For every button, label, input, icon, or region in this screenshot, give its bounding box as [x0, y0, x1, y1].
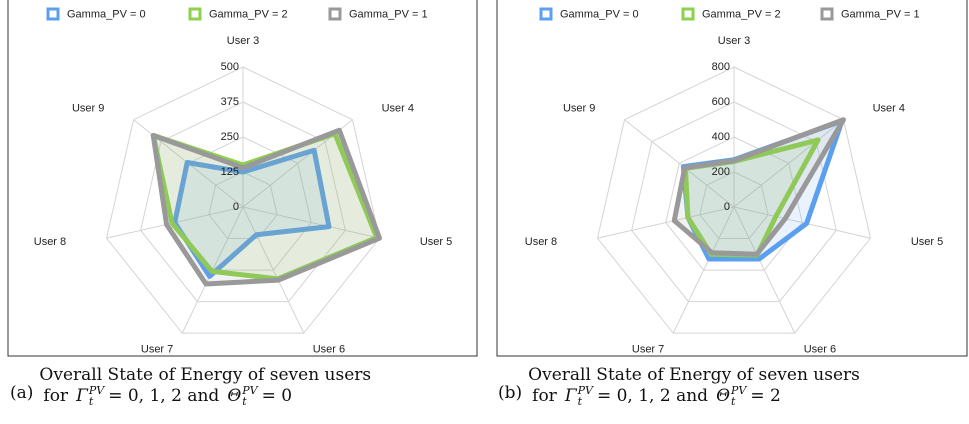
category-label: User 4 — [873, 102, 905, 114]
caption-label: (a) — [10, 383, 34, 403]
caption-text: = 0 — [261, 386, 293, 406]
caption-a: (a) Overall State of Energy of seven user… — [10, 365, 371, 407]
category-label: User 9 — [72, 102, 104, 114]
r-tick-label: 500 — [221, 61, 239, 73]
legend-swatch — [328, 7, 342, 21]
math-scripts: PV t — [89, 385, 104, 407]
legend-label: Gamma_PV = 2 — [702, 8, 781, 20]
caption-label: (b) — [498, 383, 523, 403]
legend-swatch — [46, 7, 60, 21]
legend-swatch — [539, 7, 553, 21]
legend-swatch — [188, 7, 202, 21]
panel-b-frame — [496, 0, 968, 357]
category-label: User 7 — [141, 343, 173, 355]
math-sup: PV — [242, 384, 258, 397]
math-base: Γ — [564, 386, 577, 406]
category-label: User 8 — [525, 236, 557, 248]
legend-label: Gamma_PV = 2 — [209, 8, 288, 20]
math-base: Θ — [227, 386, 242, 406]
caption-body: Overall State of Energy of seven users fo… — [39, 365, 371, 407]
category-label: User 7 — [632, 343, 664, 355]
math-symbol: Γ PV t — [76, 385, 104, 407]
caption-b: (b) Overall State of Energy of seven user… — [498, 365, 860, 407]
caption-line: Overall State of Energy of seven users — [39, 365, 372, 385]
series-area — [172, 147, 332, 279]
category-label: User 8 — [34, 236, 66, 248]
math-sub: t — [242, 395, 247, 408]
math-scripts: PV t — [731, 385, 746, 407]
caption-text: = 0, 1, 2 and — [596, 386, 709, 406]
caption-text: for — [532, 386, 557, 406]
math-sub: t — [88, 395, 94, 408]
math-scripts: PV t — [578, 385, 593, 407]
math-symbol: Γ PV t — [565, 385, 593, 407]
category-label: User 3 — [227, 35, 259, 47]
legend-label: Gamma_PV = 1 — [841, 8, 920, 20]
math-scripts: PV t — [242, 385, 257, 407]
spoke — [672, 206, 735, 334]
series-area — [150, 127, 382, 287]
legend-label: Gamma_PV = 1 — [349, 8, 428, 20]
caption-text: = 2 — [750, 386, 781, 406]
spoke — [242, 206, 305, 334]
category-label: User 4 — [382, 102, 414, 114]
spoke — [733, 206, 871, 239]
legend-swatch — [681, 7, 695, 21]
grid-ring — [208, 171, 278, 240]
grid-ring — [665, 136, 803, 271]
r-tick-label: 250 — [221, 131, 239, 143]
category-label: User 6 — [313, 343, 345, 355]
math-sub: t — [731, 395, 736, 408]
r-tick-label: 375 — [221, 96, 239, 108]
panel-a-frame — [7, 0, 478, 357]
spoke — [624, 119, 735, 208]
series-area — [671, 117, 846, 257]
spoke — [733, 206, 796, 334]
r-tick-label: 800 — [712, 61, 730, 73]
spoke — [242, 206, 380, 239]
r-tick-label: 0 — [233, 201, 239, 213]
caption-line: Overall State of Energy of seven users — [528, 365, 860, 385]
caption-line: for Γ PV t = 0, 1, 2 and Θ PV t = 2 — [528, 385, 860, 407]
r-tick-label: 400 — [712, 131, 730, 143]
math-symbol: Θ PV t — [227, 385, 257, 407]
legend-label: Gamma_PV = 0 — [67, 8, 146, 20]
figure: Gamma_PV = 0 Gamma_PV = 2 Gamma_PV = 1 0 125… — [7, 0, 968, 357]
math-symbol: Θ PV t — [716, 385, 746, 407]
math-base: Θ — [716, 386, 730, 406]
math-sub: t — [577, 395, 583, 408]
category-label: User 9 — [563, 102, 595, 114]
legend-swatch — [820, 7, 834, 21]
r-tick-label: 600 — [712, 96, 730, 108]
legend-label: Gamma_PV = 0 — [560, 8, 639, 20]
r-tick-label: 200 — [712, 166, 730, 178]
spoke — [733, 119, 844, 208]
math-sup: PV — [577, 384, 593, 397]
grid-ring — [105, 66, 381, 334]
math-sup: PV — [731, 384, 747, 397]
caption-text: for — [43, 386, 69, 406]
caption-line: for Γ PV t = 0, 1, 2 and Θ PV t = 0 — [39, 385, 371, 407]
category-label: User 3 — [718, 35, 750, 47]
category-label: User 6 — [804, 343, 836, 355]
spoke — [597, 206, 735, 239]
grid-ring — [596, 66, 872, 334]
r-tick-label: 0 — [724, 201, 730, 213]
category-label: User 5 — [420, 236, 452, 248]
math-sup: PV — [88, 384, 105, 397]
category-label: User 5 — [911, 236, 943, 248]
math-base: Γ — [76, 386, 88, 406]
grid-ring — [699, 171, 769, 240]
caption-text: = 0, 1, 2 and — [108, 386, 220, 406]
r-tick-label: 125 — [221, 166, 239, 178]
caption-body: Overall State of Energy of seven users fo… — [528, 365, 860, 407]
